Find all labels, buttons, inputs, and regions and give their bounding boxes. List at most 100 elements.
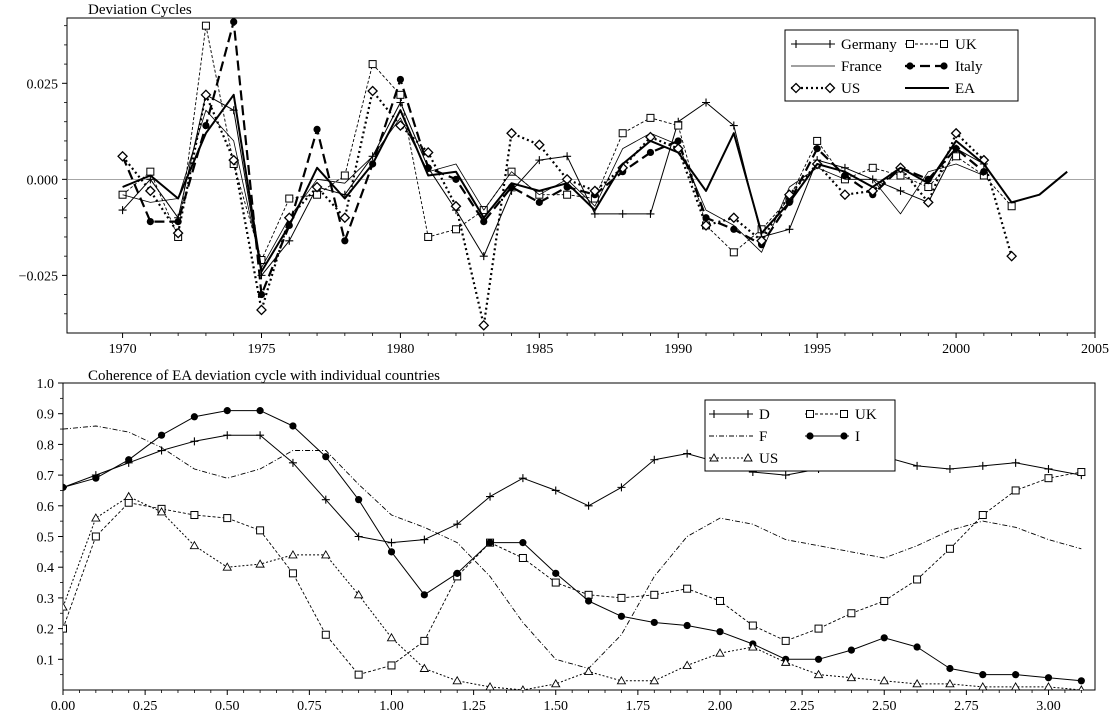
data-point	[617, 612, 626, 620]
legend-label: UK	[855, 407, 877, 423]
chart-title: Deviation Cycles	[88, 2, 192, 18]
data-point	[551, 578, 560, 587]
data-point	[535, 198, 543, 206]
data-point	[781, 636, 790, 645]
data-point	[478, 319, 490, 331]
data-point	[256, 407, 264, 415]
legend-marker	[743, 453, 753, 462]
data-point	[520, 685, 526, 690]
data-point	[339, 212, 351, 224]
y-tick-label: 0.3	[37, 592, 55, 607]
data-point	[341, 237, 349, 245]
data-point	[190, 437, 199, 446]
data-point	[285, 194, 294, 203]
y-tick-label: 0.9	[37, 408, 55, 423]
data-point	[223, 431, 232, 440]
data-point	[91, 532, 100, 541]
data-point	[311, 181, 323, 193]
data-point	[288, 550, 298, 559]
data-point	[674, 121, 683, 130]
y-tick-label: 0.2	[37, 623, 55, 638]
data-point	[387, 538, 396, 547]
series-d	[63, 431, 1086, 547]
x-tick-label: 1975	[247, 342, 275, 357]
data-point	[451, 225, 460, 234]
data-point	[518, 553, 527, 562]
data-point	[700, 220, 712, 231]
data-point	[646, 113, 655, 122]
data-point	[288, 569, 297, 578]
data-point	[715, 596, 724, 605]
data-point	[756, 235, 768, 247]
data-point	[288, 458, 297, 467]
x-tick-label: 2005	[1081, 342, 1109, 357]
data-point	[551, 486, 560, 495]
legend-marker	[940, 62, 948, 70]
data-point	[146, 167, 155, 176]
data-point	[506, 127, 517, 139]
data-point	[354, 670, 363, 679]
data-point	[285, 236, 294, 245]
data-point	[584, 501, 593, 510]
data-point	[748, 621, 757, 630]
data-point	[91, 513, 101, 522]
data-point	[201, 21, 210, 30]
legend-marker	[840, 432, 848, 440]
data-point	[420, 591, 428, 599]
data-point	[313, 125, 321, 134]
data-point	[618, 129, 627, 138]
data-point	[1012, 671, 1020, 679]
data-point	[367, 85, 379, 97]
legend-label: D	[759, 407, 770, 423]
data-point	[1011, 486, 1020, 495]
data-point	[618, 209, 627, 218]
data-point	[814, 655, 823, 663]
data-point	[354, 532, 363, 541]
y-tick-label: 1.0	[37, 377, 55, 392]
data-point	[125, 456, 133, 464]
legend-box	[704, 399, 896, 472]
legend-label: Germany	[841, 37, 897, 53]
data-point	[396, 75, 405, 84]
legend: Germany France US UK Italy EA	[784, 29, 1019, 102]
data-point	[896, 186, 905, 195]
data-point	[952, 152, 961, 161]
x-tick-label: 1985	[525, 342, 553, 357]
data-point	[289, 422, 297, 430]
data-point	[924, 183, 933, 192]
data-point	[650, 618, 658, 627]
data-point	[1007, 202, 1016, 211]
y-tick-label: 0.000	[27, 173, 59, 188]
y-tick-label: 0.8	[37, 438, 55, 453]
data-point	[228, 154, 240, 166]
y-tick-label: 0.4	[37, 561, 55, 576]
data-point	[912, 678, 922, 688]
series-us	[117, 85, 1018, 331]
data-point	[172, 227, 184, 239]
legend-label: Italy	[955, 59, 983, 75]
data-point	[396, 98, 405, 107]
data-point	[646, 148, 655, 157]
data-point	[424, 232, 433, 241]
data-point	[453, 569, 461, 577]
legend-marker	[824, 82, 836, 94]
x-tick-label: 1995	[803, 342, 831, 357]
data-point	[123, 491, 134, 501]
data-point	[813, 669, 824, 679]
y-tick-label: −0.025	[19, 269, 58, 284]
data-point	[583, 666, 594, 676]
data-point	[814, 624, 823, 633]
data-point	[144, 185, 156, 197]
x-tick-label: 1.00	[379, 699, 404, 714]
data-point	[63, 483, 67, 491]
data-point	[847, 646, 855, 654]
data-point	[729, 248, 738, 257]
data-point	[63, 624, 67, 633]
data-point	[978, 682, 988, 690]
data-point	[868, 163, 877, 172]
data-point	[1044, 474, 1053, 483]
x-tick-label: 0.75	[297, 699, 322, 714]
data-point	[950, 127, 962, 139]
legend-marker	[744, 410, 752, 418]
data-point	[617, 483, 626, 492]
